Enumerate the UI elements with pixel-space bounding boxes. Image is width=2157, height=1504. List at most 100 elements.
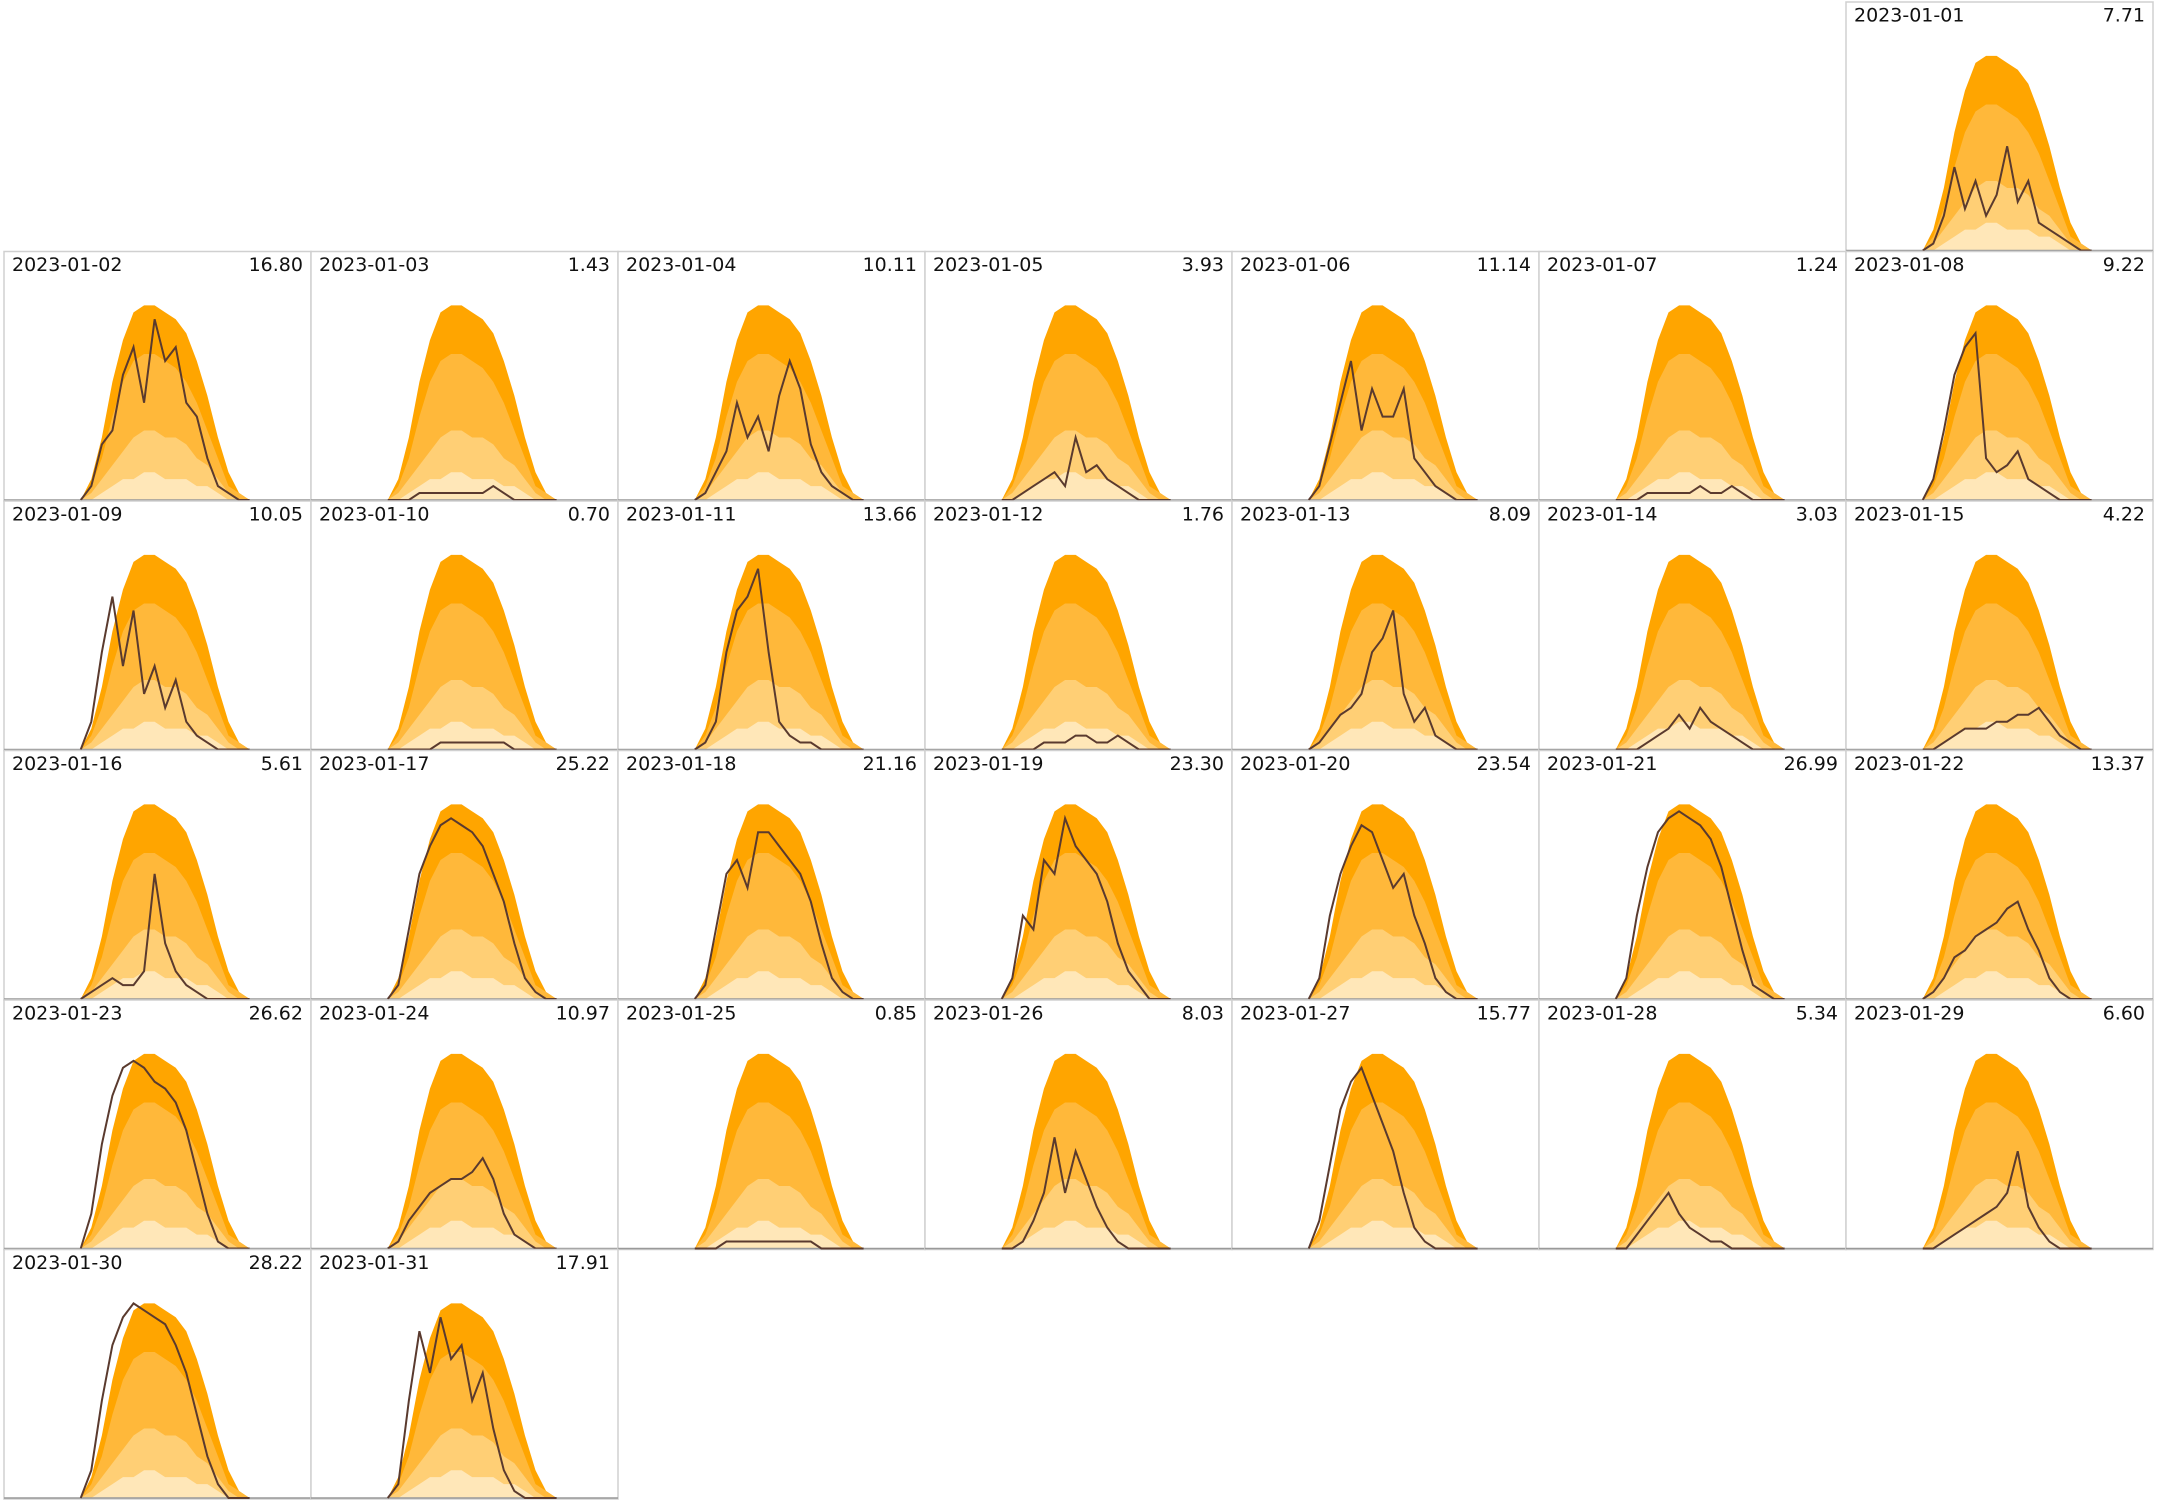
envelope-band xyxy=(1001,971,1171,999)
envelope-band xyxy=(694,971,864,999)
date-label: 2023-01-10 xyxy=(319,504,429,526)
day-line xyxy=(1307,360,1478,501)
envelope-band xyxy=(387,1220,557,1249)
day-line xyxy=(694,1240,864,1250)
date-label: 2023-01-24 xyxy=(319,1003,429,1025)
day-line xyxy=(1922,706,2092,751)
day-cell: 2023-01-06 11.14 xyxy=(1231,250,1540,502)
day-line xyxy=(386,817,557,1000)
day-cell: 2023-01-01 7.71 xyxy=(1845,1,2154,253)
day-cell: 2023-01-20 23.54 xyxy=(1231,749,1540,1001)
total-label: 8.09 xyxy=(1489,504,1531,526)
envelope-band xyxy=(1922,222,2092,251)
date-label: 2023-01-19 xyxy=(933,753,1043,775)
envelope-band xyxy=(694,472,864,500)
envelope-band xyxy=(80,472,250,500)
day-cell: 2023-01-04 10.11 xyxy=(617,250,926,502)
envelope-band xyxy=(1308,472,1478,500)
day-line xyxy=(79,1302,250,1499)
day-cell: 2023-01-27 15.77 xyxy=(1231,999,1540,1251)
total-label: 8.03 xyxy=(1182,1003,1224,1025)
day-line xyxy=(79,596,250,751)
total-label: 7.71 xyxy=(2103,5,2145,27)
total-label: 0.70 xyxy=(568,504,610,526)
day-cell: 2023-01-05 3.93 xyxy=(924,250,1233,502)
day-cell: 2023-01-26 8.03 xyxy=(924,999,1233,1251)
date-label: 2023-01-11 xyxy=(626,504,736,526)
day-cell: 2023-01-21 26.99 xyxy=(1538,749,1847,1001)
date-label: 2023-01-07 xyxy=(1547,254,1657,276)
day-cell: 2023-01-02 16.80 xyxy=(3,250,312,502)
day-cell: 2023-01-22 13.37 xyxy=(1845,749,2154,1001)
date-label: 2023-01-04 xyxy=(626,254,736,276)
day-cell: 2023-01-11 13.66 xyxy=(617,500,926,752)
envelope-band xyxy=(1308,971,1478,999)
day-line xyxy=(1000,814,1171,1000)
total-label: 28.22 xyxy=(249,1252,303,1274)
envelope-band xyxy=(80,1470,250,1498)
date-label: 2023-01-15 xyxy=(1854,504,1964,526)
day-line xyxy=(1922,1150,2092,1250)
day-cell: 2023-01-08 9.22 xyxy=(1845,250,2154,502)
total-label: 13.66 xyxy=(863,504,917,526)
day-line xyxy=(1307,823,1478,1000)
date-label: 2023-01-27 xyxy=(1240,1003,1350,1025)
total-label: 5.34 xyxy=(1796,1003,1838,1025)
day-cell: 2023-01-09 10.05 xyxy=(3,500,312,752)
envelope-band xyxy=(387,721,557,750)
day-line xyxy=(1922,146,2092,252)
day-line xyxy=(694,357,864,501)
day-line xyxy=(80,873,250,1000)
total-label: 25.22 xyxy=(556,753,610,775)
date-label: 2023-01-02 xyxy=(12,254,122,276)
date-label: 2023-01-17 xyxy=(319,753,429,775)
day-cell: 2023-01-19 23.30 xyxy=(924,749,1233,1001)
date-label: 2023-01-08 xyxy=(1854,254,1964,276)
date-label: 2023-01-29 xyxy=(1854,1003,1964,1025)
day-cell: 2023-01-10 0.70 xyxy=(310,500,619,752)
day-line xyxy=(1615,484,1785,501)
total-label: 16.80 xyxy=(249,254,303,276)
day-line xyxy=(693,831,864,1000)
total-label: 1.76 xyxy=(1182,504,1224,526)
total-label: 23.54 xyxy=(1477,753,1531,775)
total-label: 5.61 xyxy=(261,753,303,775)
day-cell: 2023-01-30 28.22 xyxy=(3,1248,312,1500)
day-cell: 2023-01-24 10.97 xyxy=(310,999,619,1251)
total-label: 23.30 xyxy=(1170,753,1224,775)
day-cell: 2023-01-18 21.16 xyxy=(617,749,926,1001)
envelope-band xyxy=(80,1220,250,1249)
total-label: 3.03 xyxy=(1796,504,1838,526)
day-line xyxy=(694,568,864,751)
total-label: 10.11 xyxy=(863,254,917,276)
envelope-band xyxy=(1615,971,1785,999)
day-cell: 2023-01-12 1.76 xyxy=(924,500,1233,752)
total-label: 11.14 xyxy=(1477,254,1531,276)
day-cell: 2023-01-15 4.22 xyxy=(1845,500,2154,752)
total-label: 13.37 xyxy=(2091,753,2145,775)
date-label: 2023-01-18 xyxy=(626,753,736,775)
date-label: 2023-01-22 xyxy=(1854,753,1964,775)
day-cell: 2023-01-13 8.09 xyxy=(1231,500,1540,752)
date-label: 2023-01-25 xyxy=(626,1003,736,1025)
total-label: 10.05 xyxy=(249,504,303,526)
total-label: 1.24 xyxy=(1796,254,1838,276)
envelope-band xyxy=(1308,721,1478,750)
total-label: 17.91 xyxy=(556,1252,610,1274)
day-line xyxy=(386,1317,557,1499)
total-label: 26.99 xyxy=(1784,753,1838,775)
day-line xyxy=(1615,705,1785,751)
day-cell: 2023-01-03 1.43 xyxy=(310,250,619,502)
date-label: 2023-01-28 xyxy=(1547,1003,1657,1025)
day-line xyxy=(1001,734,1171,751)
day-cell: 2023-01-28 5.34 xyxy=(1538,999,1847,1251)
day-line xyxy=(1308,610,1478,751)
total-label: 0.85 xyxy=(875,1003,917,1025)
day-line xyxy=(1922,900,2092,1000)
day-line xyxy=(387,741,557,751)
date-label: 2023-01-26 xyxy=(933,1003,1043,1025)
day-cell: 2023-01-29 6.60 xyxy=(1845,999,2154,1251)
envelope-band xyxy=(694,721,864,750)
total-label: 26.62 xyxy=(249,1003,303,1025)
